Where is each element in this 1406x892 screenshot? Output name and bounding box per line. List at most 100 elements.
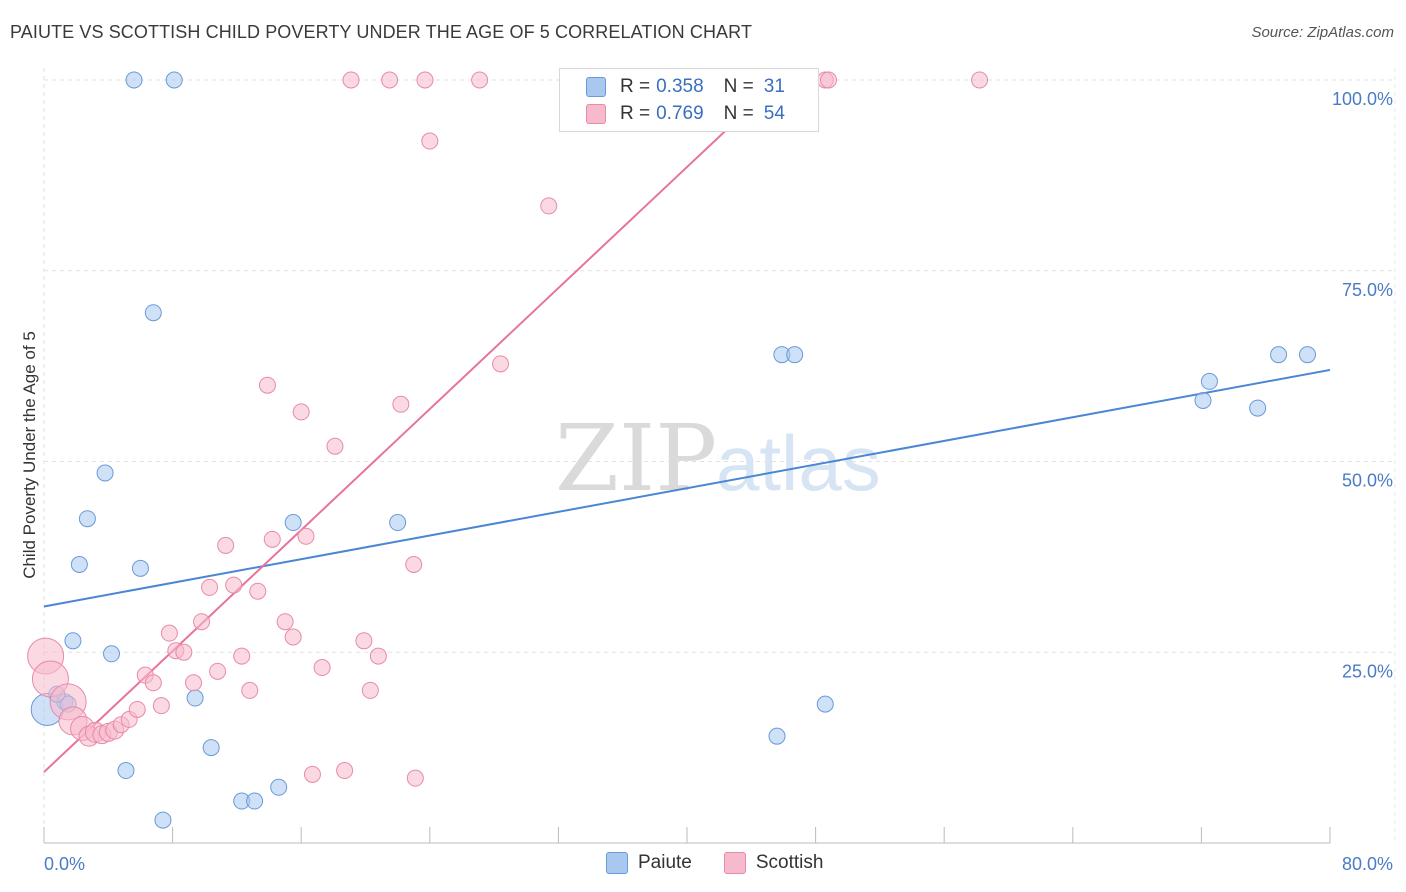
point-scottish [416,71,434,89]
legend-swatch-paiute [586,77,606,97]
point-paiute [64,632,82,650]
legend-box: R = 0.358 N = 31 R = 0.769 N = 54 [559,68,819,132]
trend-line-paiute [43,368,1331,608]
legend-row-scottish: R = 0.769 N = 54 [586,100,785,128]
source-label: Source: ZipAtlas.com [1251,24,1394,41]
point-scottish [540,197,558,215]
point-scottish [249,582,267,600]
point-scottish [406,769,424,787]
r-label: R = [620,76,651,97]
n-value-paiute: 31 [763,76,785,97]
point-paiute [165,71,183,89]
r-value-scottish: 0.769 [656,103,704,124]
y-tick-label: 100.0% [1332,89,1393,109]
bottom-legend: Paiute Scottish [606,852,855,874]
point-scottish [217,536,235,554]
point-scottish [336,762,354,780]
y-tick-label: 75.0% [1342,280,1393,300]
data-points [27,71,1316,829]
point-paiute [154,811,172,829]
point-scottish [492,355,510,373]
point-scottish [233,647,251,665]
legend-row-paiute: R = 0.358 N = 31 [586,73,785,101]
y-tick-label: 25.0% [1342,661,1393,681]
r-value-paiute: 0.358 [656,76,704,97]
point-scottish [144,674,162,692]
point-scottish [381,71,399,89]
point-paiute [270,778,288,796]
point-paiute [1249,399,1267,417]
point-scottish [263,530,281,548]
point-paiute [144,304,162,322]
point-scottish [392,395,410,413]
legend-swatch-scottish [586,104,606,124]
point-paiute [786,346,804,364]
legend-item-paiute[interactable]: Paiute [606,852,692,874]
point-scottish [326,437,344,455]
point-scottish [152,697,170,715]
point-scottish [258,376,276,394]
r-label: R = [620,103,651,124]
point-scottish [284,628,302,646]
point-paiute [186,689,204,707]
legend-label-scottish: Scottish [755,852,824,873]
point-scottish [241,681,259,699]
point-paiute [103,645,121,663]
point-paiute [246,792,264,810]
point-paiute [1194,391,1212,409]
point-scottish [819,71,837,89]
point-paiute [389,514,407,532]
point-scottish [160,624,178,642]
point-scottish [175,643,193,661]
point-paiute [78,510,96,528]
point-paiute [131,559,149,577]
point-paiute [284,514,302,532]
n-label: N = [723,103,754,124]
point-scottish [471,71,489,89]
legend-item-scottish[interactable]: Scottish [723,852,824,874]
watermark-zip: ZIP [555,405,717,512]
tick-labels: 25.0% 50.0% 75.0% 100.0% 0.0% 80.0% [44,89,1393,874]
point-paiute [117,762,135,780]
y-axis-label: Child Poverty Under the Age of 5 [20,331,39,579]
trend-line-scottish [43,83,777,773]
point-paiute [70,556,88,574]
point-scottish [193,613,211,631]
point-scottish [369,647,387,665]
legend-swatch-scottish [723,852,746,874]
point-paiute [96,464,114,482]
point-scottish [225,576,243,594]
x-axis [43,827,1331,844]
point-scottish [276,613,294,631]
point-paiute [125,71,143,89]
point-scottish [971,71,989,89]
point-scottish [313,659,331,677]
y-tick-label: 50.0% [1342,471,1393,491]
point-scottish [342,71,360,89]
point-scottish [201,578,219,596]
x-tick-label: 0.0% [44,854,85,874]
point-paiute [1298,346,1316,364]
point-paiute [768,727,786,745]
point-paiute [816,695,834,713]
legend-swatch-paiute [606,852,628,874]
point-paiute [1200,372,1218,390]
watermark-atlas: atlas [716,419,881,507]
point-scottish [361,681,379,699]
point-scottish [297,527,315,545]
point-scottish [303,765,321,783]
point-scottish [209,662,227,680]
x-tick-label: 80.0% [1342,854,1393,874]
point-scottish [355,632,373,650]
n-value-scottish: 54 [763,103,785,124]
trend-lines [43,83,1331,773]
point-scottish [421,132,439,150]
n-label: N = [723,76,754,97]
point-scottish [184,674,202,692]
chart-title: PAIUTE VS SCOTTISH CHILD POVERTY UNDER T… [10,22,753,42]
point-scottish [128,700,146,718]
point-paiute [1270,346,1288,364]
legend-label-paiute: Paiute [638,852,692,873]
